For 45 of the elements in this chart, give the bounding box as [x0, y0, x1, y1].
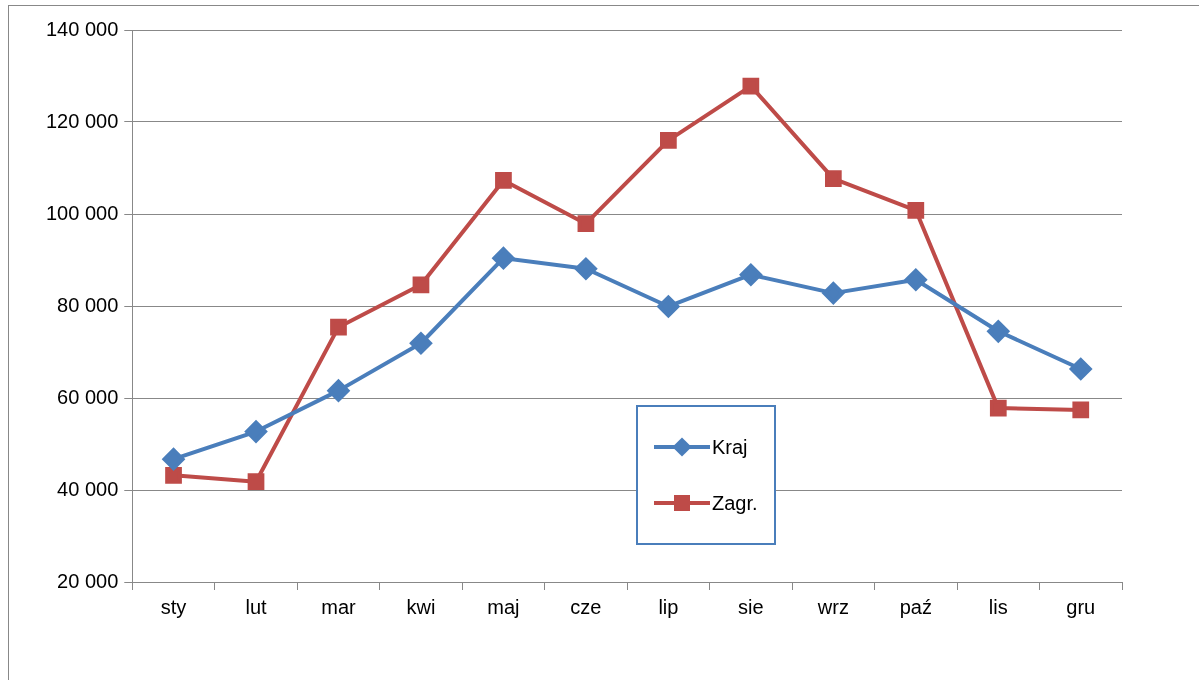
- point: [739, 263, 762, 286]
- point: [492, 247, 515, 270]
- y-tick-label: 40 000: [57, 477, 119, 500]
- x-tick-label: lip: [658, 595, 679, 618]
- x-tick-label: kwi: [406, 595, 436, 618]
- legend-label: Kraj: [712, 435, 748, 459]
- x-tick-label: lut: [245, 595, 268, 618]
- point: [577, 215, 595, 233]
- x-tick-label: gru: [1066, 595, 1096, 618]
- point: [574, 257, 597, 280]
- point: [247, 473, 265, 491]
- y-tick-label: 140 000: [46, 17, 119, 40]
- y-tick-label: 20 000: [57, 569, 119, 592]
- point: [989, 399, 1007, 417]
- point: [245, 420, 268, 443]
- y-tick-label: 120 000: [46, 109, 119, 132]
- point: [327, 379, 350, 402]
- x-tick-label: cze: [570, 595, 602, 618]
- point: [412, 276, 430, 294]
- x-tick-label: sty: [160, 595, 187, 618]
- y-tick-label: 60 000: [57, 385, 119, 408]
- point: [165, 466, 182, 484]
- point: [495, 172, 512, 189]
- point: [742, 77, 760, 95]
- point: [822, 282, 845, 305]
- point: [660, 132, 677, 149]
- point: [657, 295, 680, 318]
- x-tick-label: mar: [321, 595, 357, 618]
- point: [1069, 358, 1092, 381]
- x-tick-label: lis: [988, 595, 1008, 618]
- x-tick-label: maj: [487, 595, 520, 618]
- y-tick-label: 80 000: [57, 293, 119, 316]
- legend-label: Zagr.: [712, 491, 758, 515]
- y-tick-label: 100 000: [46, 201, 119, 224]
- point: [1072, 401, 1090, 419]
- point: [904, 268, 927, 291]
- point: [409, 332, 432, 355]
- point: [162, 448, 185, 471]
- point: [824, 170, 842, 187]
- x-tick-label: paź: [899, 595, 932, 618]
- point: [987, 320, 1010, 343]
- point: [907, 201, 925, 219]
- point: [330, 318, 347, 336]
- x-tick-label: sie: [738, 595, 764, 618]
- x-tick-label: wrz: [816, 595, 849, 618]
